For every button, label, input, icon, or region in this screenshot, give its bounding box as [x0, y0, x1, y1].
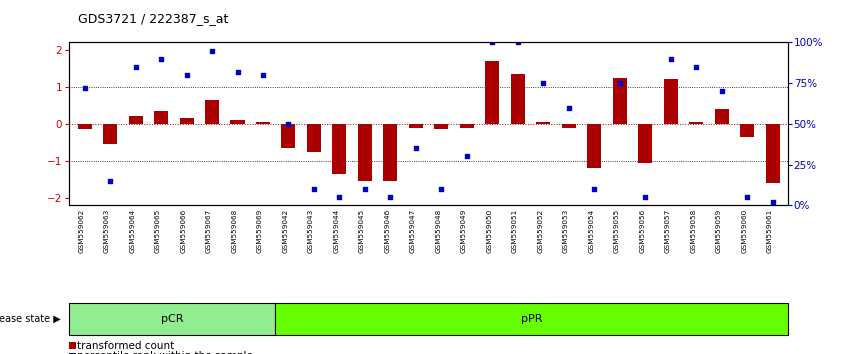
Text: GSM559054: GSM559054 — [588, 209, 594, 253]
Bar — [384, 124, 397, 181]
Bar — [562, 124, 576, 127]
Text: GSM559047: GSM559047 — [410, 209, 416, 253]
Point — [714, 88, 728, 94]
Bar — [128, 116, 143, 124]
Point — [205, 48, 219, 53]
Bar — [256, 122, 270, 124]
Point — [179, 72, 193, 78]
Text: GSM559061: GSM559061 — [766, 209, 772, 253]
Point — [281, 121, 295, 127]
Text: percentile rank within the sample: percentile rank within the sample — [76, 351, 252, 354]
Bar — [281, 124, 295, 148]
Text: pCR: pCR — [161, 314, 184, 324]
Bar — [333, 124, 346, 174]
Bar — [536, 122, 551, 124]
Text: GSM559046: GSM559046 — [385, 209, 391, 253]
Text: GSM559068: GSM559068 — [231, 209, 237, 253]
Point — [384, 194, 397, 200]
Point — [154, 56, 168, 62]
Bar — [409, 124, 423, 127]
Bar — [766, 124, 779, 183]
Point — [689, 64, 703, 70]
Text: GSM559062: GSM559062 — [79, 209, 85, 253]
Point — [78, 85, 92, 91]
Point — [638, 194, 652, 200]
Point — [511, 40, 525, 45]
Bar — [689, 122, 703, 124]
Text: GSM559053: GSM559053 — [563, 209, 569, 253]
Text: GSM559063: GSM559063 — [104, 209, 110, 253]
Text: GSM559056: GSM559056 — [639, 209, 645, 253]
Text: GSM559048: GSM559048 — [436, 209, 442, 253]
Point — [409, 145, 423, 151]
Bar — [485, 61, 500, 124]
Text: GSM559050: GSM559050 — [487, 209, 493, 253]
Text: GSM559065: GSM559065 — [155, 209, 161, 253]
Bar — [638, 124, 652, 163]
Point — [562, 105, 576, 110]
Point — [613, 80, 627, 86]
Text: GSM559064: GSM559064 — [130, 209, 136, 253]
Text: GSM559044: GSM559044 — [333, 209, 339, 253]
Bar — [435, 124, 449, 130]
Text: GSM559057: GSM559057 — [665, 209, 671, 253]
Bar — [205, 100, 219, 124]
Text: GSM559066: GSM559066 — [180, 209, 186, 253]
Text: GSM559049: GSM559049 — [461, 209, 467, 253]
Point — [664, 56, 678, 62]
Bar — [307, 124, 321, 152]
Bar — [460, 124, 474, 127]
Point — [536, 80, 550, 86]
Point — [230, 69, 244, 75]
Bar — [103, 124, 117, 144]
Text: disease state ▶: disease state ▶ — [0, 314, 61, 324]
Bar — [511, 74, 525, 124]
Point — [256, 72, 270, 78]
Bar — [230, 120, 244, 124]
Text: GSM559042: GSM559042 — [282, 209, 288, 253]
Point — [460, 154, 474, 159]
Point — [740, 194, 754, 200]
Text: GSM559043: GSM559043 — [308, 209, 314, 253]
Text: GSM559052: GSM559052 — [538, 209, 543, 253]
Point — [333, 194, 346, 200]
Bar — [179, 118, 193, 124]
Bar — [587, 124, 601, 168]
Text: GSM559055: GSM559055 — [614, 209, 620, 253]
Text: transformed count: transformed count — [76, 341, 174, 350]
Text: pPR: pPR — [520, 314, 542, 324]
Bar — [613, 78, 627, 124]
Text: GSM559051: GSM559051 — [512, 209, 518, 253]
Text: GSM559069: GSM559069 — [257, 209, 263, 253]
Point — [358, 186, 372, 192]
Text: GSM559045: GSM559045 — [359, 209, 365, 253]
Bar — [78, 124, 92, 130]
Bar — [664, 80, 678, 124]
Point — [129, 64, 143, 70]
Text: GSM559059: GSM559059 — [716, 209, 721, 253]
Point — [766, 199, 779, 205]
Bar — [358, 124, 372, 181]
Point — [435, 186, 449, 192]
Text: GSM559060: GSM559060 — [741, 209, 747, 253]
Point — [486, 40, 500, 45]
Point — [307, 186, 321, 192]
Text: GSM559067: GSM559067 — [206, 209, 212, 253]
Text: GSM559058: GSM559058 — [690, 209, 696, 253]
Bar — [154, 111, 168, 124]
Bar — [740, 124, 754, 137]
Point — [103, 178, 117, 184]
Bar — [714, 109, 729, 124]
Point — [587, 186, 601, 192]
Text: GDS3721 / 222387_s_at: GDS3721 / 222387_s_at — [78, 12, 229, 25]
